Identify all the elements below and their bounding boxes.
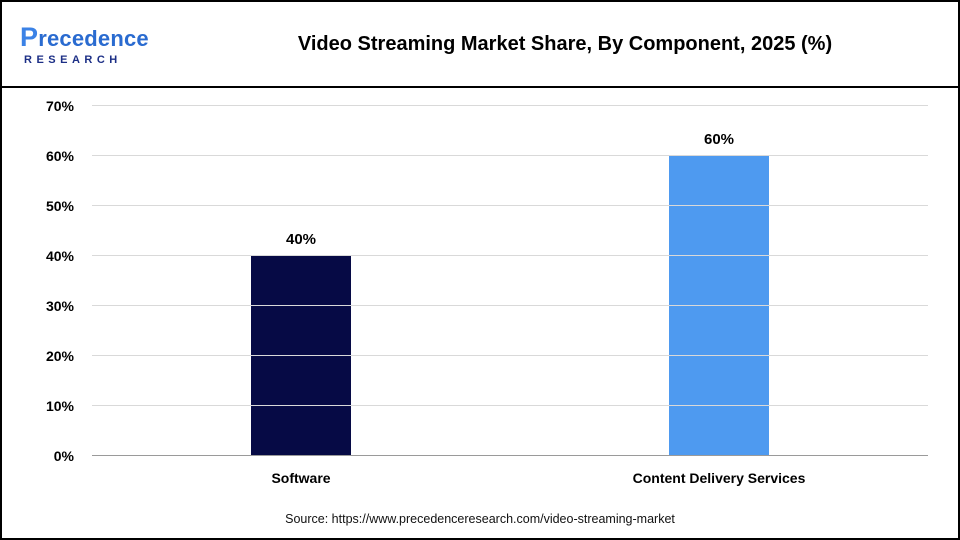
- bar-content-delivery-services: 60%: [669, 131, 769, 456]
- gridline: [92, 255, 928, 256]
- y-axis: 0% 10% 20% 30% 40% 50% 60% 70%: [2, 98, 82, 464]
- gridline: [92, 305, 928, 306]
- gridline: [92, 405, 928, 406]
- bar-column: 60%: [510, 106, 928, 456]
- logo: Precedence RESEARCH: [2, 22, 172, 66]
- y-tick-label: 50%: [45, 198, 74, 214]
- chart-title: Video Streaming Market Share, By Compone…: [297, 32, 833, 55]
- title-area: Video Streaming Market Share, By Compone…: [172, 33, 958, 56]
- y-tick-label: 70%: [45, 98, 74, 114]
- source-note: Source: https://www.precedenceresearch.c…: [285, 512, 675, 526]
- header: Precedence RESEARCH Video Streaming Mark…: [2, 2, 958, 88]
- x-axis-line: [92, 455, 928, 456]
- gridline: [92, 205, 928, 206]
- y-tick-label: 30%: [45, 298, 74, 314]
- bar-column: 40%: [92, 106, 510, 456]
- gridline: [92, 355, 928, 356]
- x-category-label: Content Delivery Services: [632, 470, 806, 486]
- y-tick-label: 10%: [45, 398, 74, 414]
- y-tick-label: 60%: [45, 148, 74, 164]
- logo-subtitle: RESEARCH: [24, 54, 122, 66]
- bar-software: 40%: [251, 231, 351, 456]
- bar-value-label: 40%: [285, 231, 317, 248]
- gridline: [92, 105, 928, 106]
- y-tick-label: 40%: [45, 248, 74, 264]
- plot-area: 40% 60%: [92, 105, 928, 456]
- bar-value-label: 60%: [703, 131, 735, 148]
- logo-wordmark: Precedence: [20, 22, 149, 52]
- bars-layer: 40% 60%: [92, 106, 928, 456]
- y-tick-label: 0%: [53, 448, 74, 464]
- x-category-label: Software: [271, 470, 331, 486]
- gridline: [92, 155, 928, 156]
- y-tick-label: 20%: [45, 348, 74, 364]
- x-axis: Software Content Delivery Services: [92, 470, 928, 486]
